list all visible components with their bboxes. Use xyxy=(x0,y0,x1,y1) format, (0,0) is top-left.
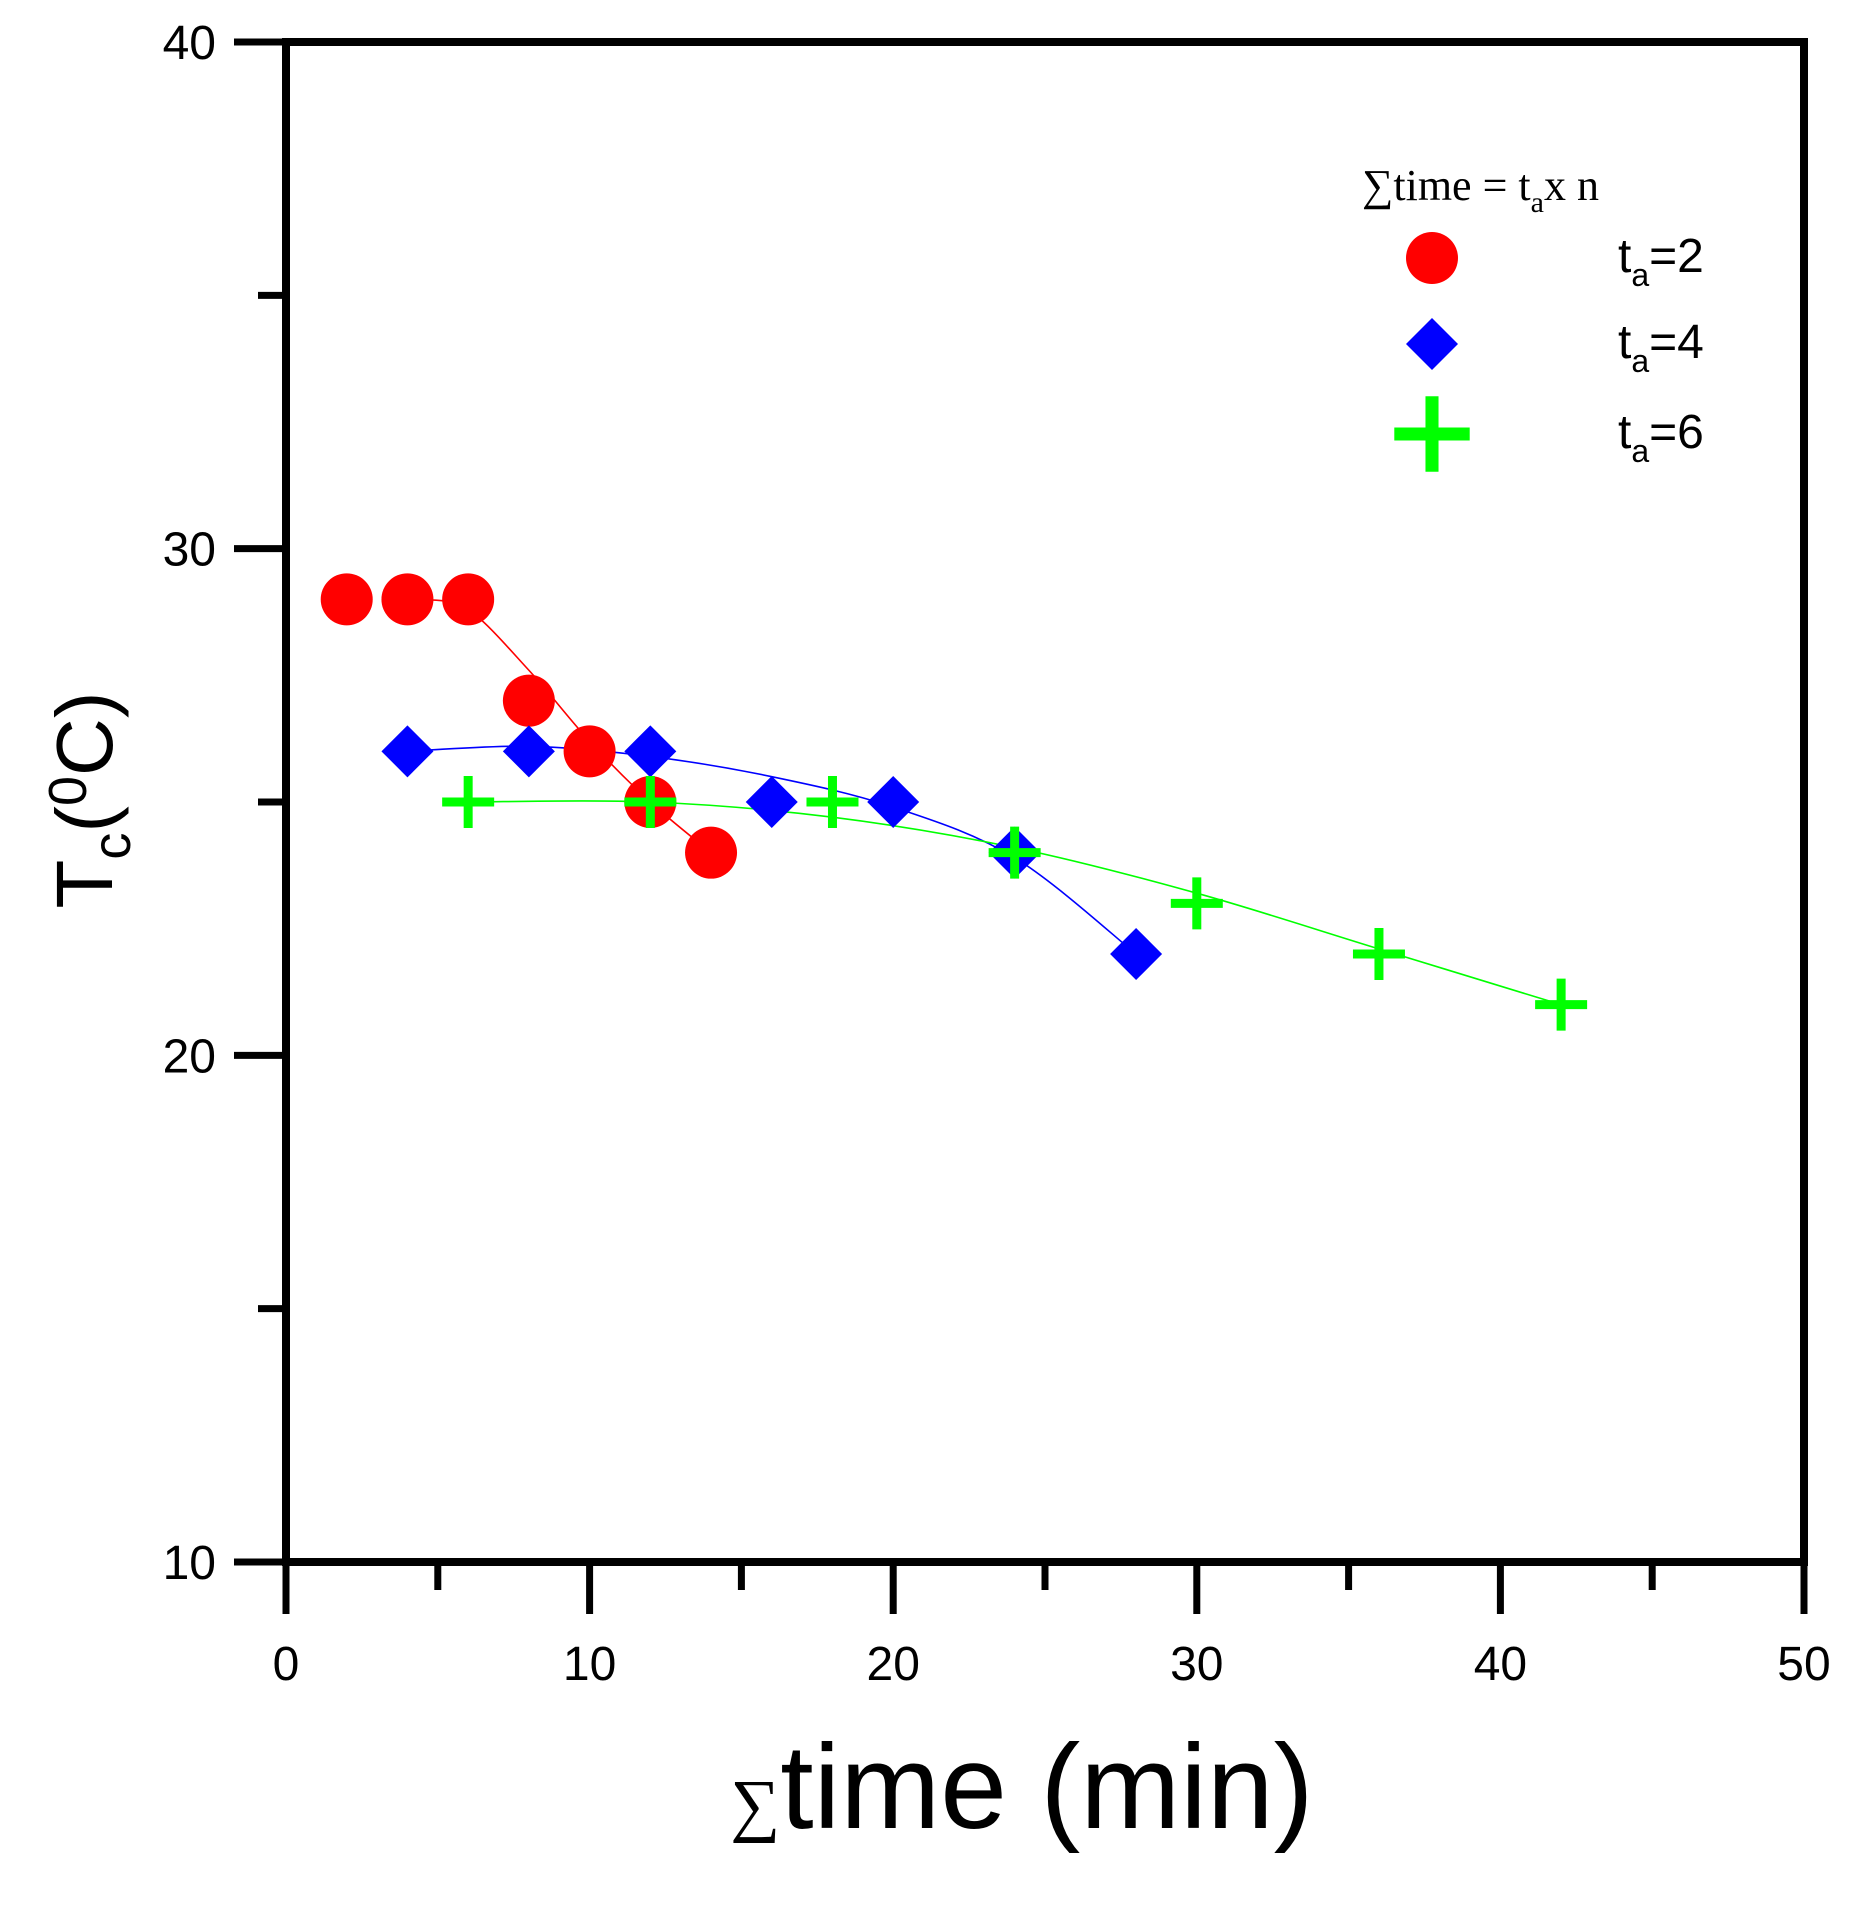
data-point-circle xyxy=(320,573,373,626)
data-point-plus xyxy=(624,776,677,828)
legend-label: ta=4 xyxy=(1618,316,1704,379)
legend-label-sub: a xyxy=(1631,257,1649,293)
data-point-plus xyxy=(1535,978,1588,1031)
legend: ∑time = tax n ta=2ta=4ta=6 xyxy=(1362,161,1704,472)
legend-label-main: t xyxy=(1618,406,1631,459)
legend-label-main: t xyxy=(1618,230,1631,283)
x-tick-label: 20 xyxy=(867,1638,920,1691)
legend-marker-diamond xyxy=(1406,318,1458,370)
data-point-diamond xyxy=(381,725,434,778)
data-point-circle xyxy=(563,725,616,778)
data-points xyxy=(320,573,1588,1031)
y-tick-label: 10 xyxy=(163,1537,216,1590)
data-point-plus xyxy=(988,826,1041,879)
data-point-plus xyxy=(442,776,495,828)
axis-ticks: 0 10 20 30 40 50 10 20 30 40 xyxy=(163,17,1831,1691)
y-axis-title-main: T xyxy=(40,860,129,909)
x-axis-title: ∑time (min) xyxy=(730,1720,1313,1854)
legend-label-rest: =6 xyxy=(1649,406,1704,459)
legend-label-main: t xyxy=(1618,316,1631,369)
legend-marker-plus xyxy=(1394,396,1470,472)
y-tick-label: 30 xyxy=(163,524,216,577)
y-axis-title-sup: 0 xyxy=(38,776,98,806)
data-point-diamond xyxy=(867,776,920,828)
data-point-circle xyxy=(685,826,738,879)
legend-label-rest: =4 xyxy=(1649,316,1704,369)
data-point-circle xyxy=(381,573,434,626)
x-axis-title-text: time (min) xyxy=(780,1720,1313,1854)
x-axis-title-symbol: ∑ xyxy=(730,1767,780,1844)
fit-curves xyxy=(407,598,1562,1006)
x-tick-label: 40 xyxy=(1474,1638,1527,1691)
y-axis-title: Tc(0C) xyxy=(38,692,142,909)
legend-label-sub: a xyxy=(1631,343,1649,379)
data-point-circle xyxy=(502,674,555,727)
legend-title-text-after: x n xyxy=(1544,161,1599,210)
x-tick-label: 30 xyxy=(1170,1638,1223,1691)
y-tick-label: 40 xyxy=(163,17,216,70)
legend-label: ta=2 xyxy=(1618,230,1704,293)
x-tick-label: 0 xyxy=(273,1638,300,1691)
data-point-plus xyxy=(806,776,859,828)
y-axis-title-unit: C) xyxy=(40,692,129,776)
data-point-diamond xyxy=(1110,928,1163,980)
legend-label: ta=6 xyxy=(1618,406,1704,469)
y-tick-label: 20 xyxy=(163,1030,216,1083)
legend-title-text-before: time = t xyxy=(1393,161,1530,210)
y-axis-title-open: ( xyxy=(40,806,129,833)
legend-marker-circle xyxy=(1406,232,1458,284)
legend-label-rest: =2 xyxy=(1649,230,1704,283)
data-point-diamond xyxy=(624,725,677,778)
x-tick-label: 50 xyxy=(1777,1638,1830,1691)
legend-label-sub: a xyxy=(1631,433,1649,469)
data-point-circle xyxy=(442,573,495,626)
data-point-plus xyxy=(1352,928,1405,980)
data-point-diamond xyxy=(502,725,555,778)
legend-title-sub: a xyxy=(1531,186,1544,219)
legend-title-symbol: ∑ xyxy=(1362,161,1393,210)
data-point-plus xyxy=(1170,877,1223,930)
x-tick-label: 10 xyxy=(563,1638,616,1691)
data-point-diamond xyxy=(745,776,798,828)
y-axis-title-sub: c xyxy=(82,833,142,860)
legend-title: ∑time = tax n xyxy=(1362,161,1599,219)
